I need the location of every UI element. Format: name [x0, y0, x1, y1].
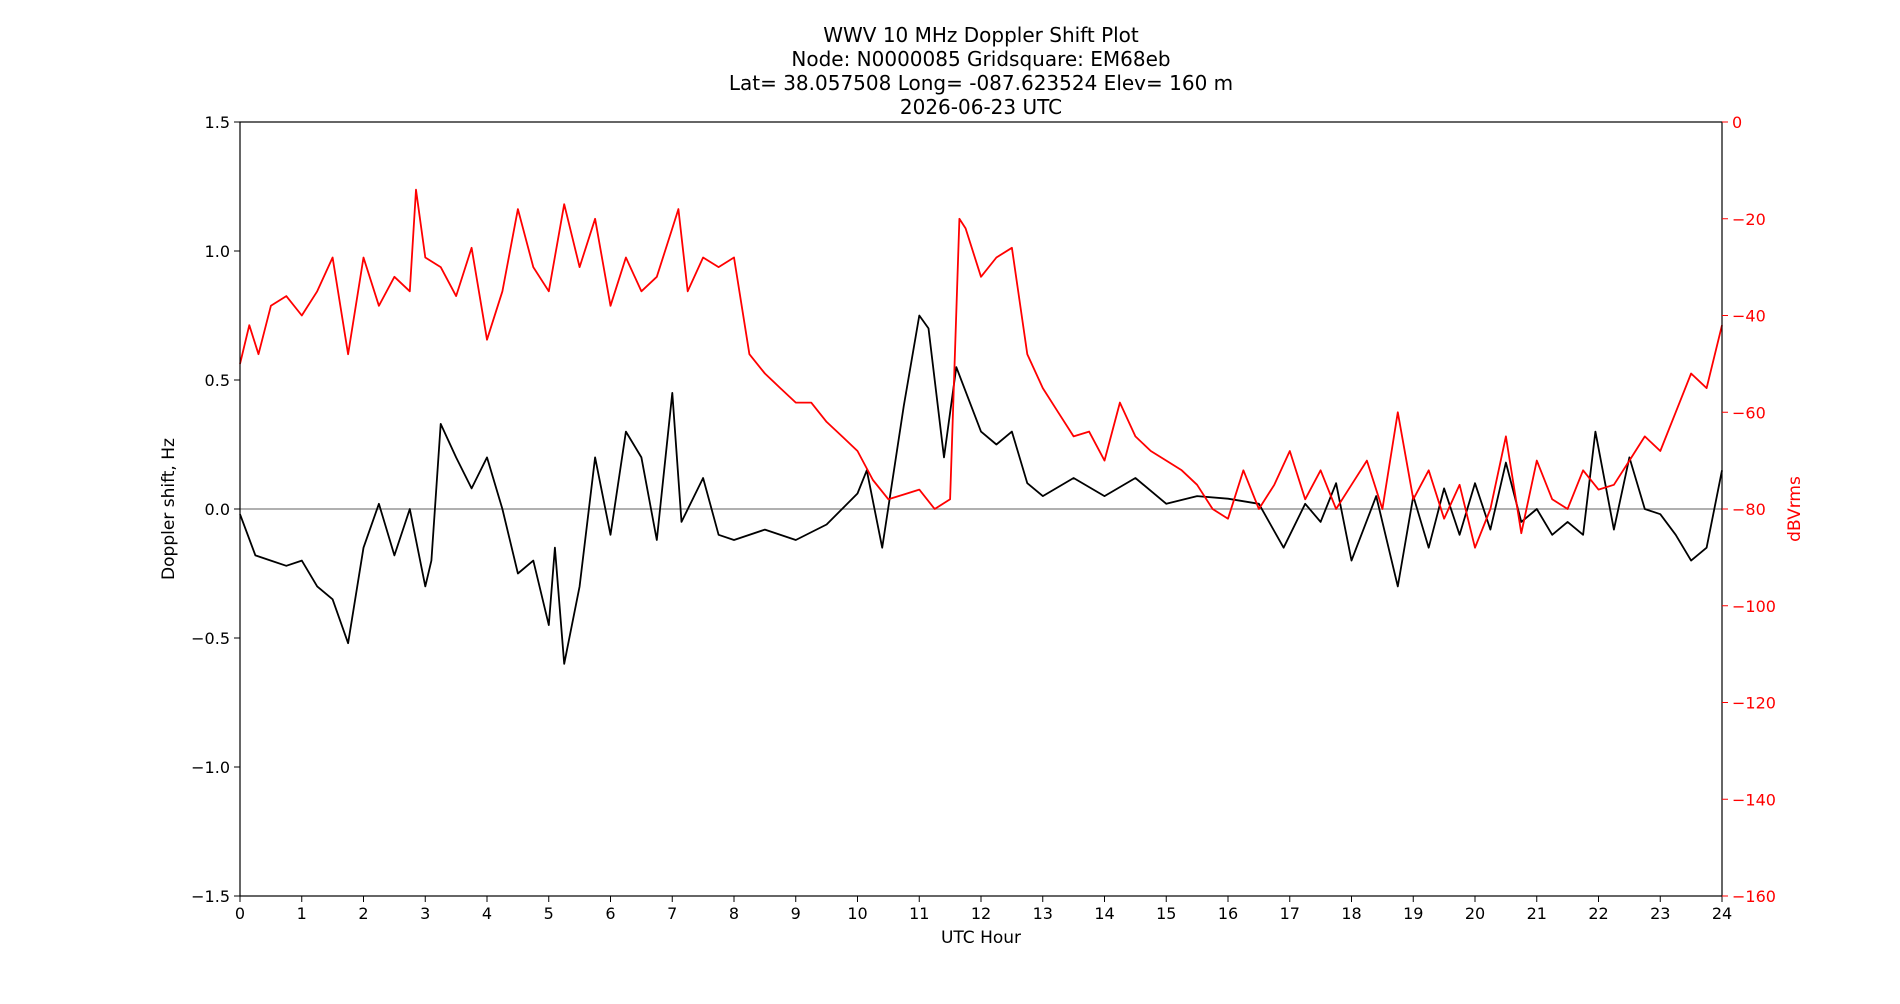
y-tick-label: 0.0 [205, 500, 230, 519]
title-line-1: WWV 10 MHz Doppler Shift Plot [823, 23, 1139, 47]
x-tick-label: 19 [1403, 904, 1423, 923]
x-tick-label: 12 [971, 904, 991, 923]
y2-tick-label: −20 [1732, 210, 1766, 229]
x-tick-label: 17 [1280, 904, 1300, 923]
y-tick-label: 1.5 [205, 113, 230, 132]
x-tick-label: 13 [1033, 904, 1053, 923]
y2-tick-label: 0 [1732, 113, 1742, 132]
doppler-series-line [239, 314, 1723, 665]
x-tick-label: 21 [1527, 904, 1547, 923]
x-tick-label: 6 [605, 904, 615, 923]
y-tick-label: 0.5 [205, 371, 230, 390]
y-tick-label: −1.0 [191, 758, 230, 777]
x-axis-label: UTC Hour [941, 928, 1021, 948]
title-line-3: Lat= 38.057508 Long= -087.623524 Elev= 1… [729, 71, 1233, 95]
y-axis-label: Doppler shift, Hz [159, 438, 179, 580]
y2-tick-label: −60 [1732, 403, 1766, 422]
y2-tick-label: −120 [1732, 694, 1776, 713]
y2-tick-label: −100 [1732, 597, 1776, 616]
x-tick-label: 16 [1218, 904, 1238, 923]
y2-axis-label: dBVrms [1785, 476, 1805, 542]
y-tick-label: −1.5 [191, 887, 230, 906]
x-tick-label: 2 [358, 904, 368, 923]
title-line-2: Node: N0000085 Gridsquare: EM68eb [791, 47, 1170, 71]
y2-axis-ticks: −160 −140 −120 −100 −80 −60 −40 −20 0 [1722, 113, 1776, 906]
x-tick-label: 8 [729, 904, 739, 923]
x-tick-label: 3 [420, 904, 430, 923]
x-tick-label: 7 [667, 904, 677, 923]
x-tick-label: 1 [297, 904, 307, 923]
x-tick-label: 22 [1588, 904, 1608, 923]
x-tick-label: 20 [1465, 904, 1485, 923]
x-tick-label: 4 [482, 904, 492, 923]
x-axis-ticks: 0 1 2 3 4 5 6 7 8 9 10 11 12 13 14 15 16 17 18 19 20 21 22 23 24 [235, 896, 1732, 923]
y2-tick-label: −40 [1732, 307, 1766, 326]
x-tick-label: 10 [847, 904, 867, 923]
y-tick-label: 1.0 [205, 242, 230, 261]
x-tick-label: 18 [1341, 904, 1361, 923]
series-layer [239, 188, 1723, 665]
x-tick-label: 5 [544, 904, 554, 923]
y-tick-label: −0.5 [191, 629, 230, 648]
x-tick-label: 0 [235, 904, 245, 923]
title-line-4: 2026-06-23 UTC [900, 95, 1062, 119]
y2-tick-label: −80 [1732, 500, 1766, 519]
x-tick-label: 24 [1712, 904, 1732, 923]
power-series-line [239, 188, 1723, 549]
y-axis-ticks: −1.5 −1.0 −0.5 0.0 0.5 1.0 1.5 [191, 113, 240, 906]
y2-tick-label: −160 [1732, 887, 1776, 906]
x-tick-label: 11 [909, 904, 929, 923]
x-tick-label: 14 [1094, 904, 1114, 923]
chart-title: WWV 10 MHz Doppler Shift Plot Node: N000… [729, 23, 1233, 119]
x-tick-label: 9 [791, 904, 801, 923]
y2-tick-label: −140 [1732, 790, 1776, 809]
x-tick-label: 23 [1650, 904, 1670, 923]
x-tick-label: 15 [1156, 904, 1176, 923]
